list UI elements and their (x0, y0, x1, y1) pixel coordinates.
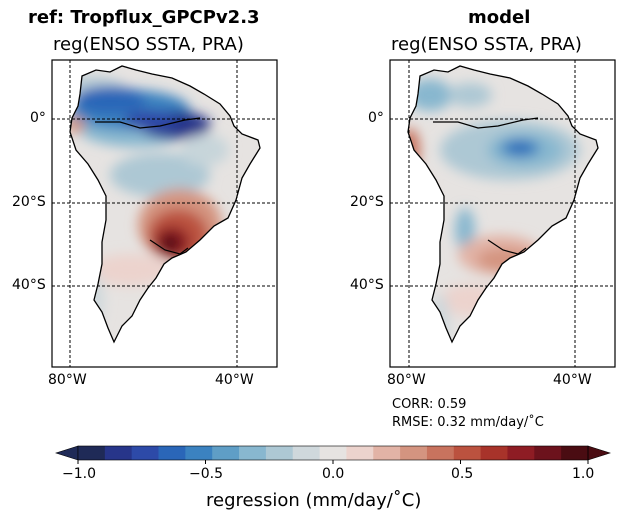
colorbar-bin (373, 446, 401, 460)
model-lon-tick-40w: 40°W (553, 372, 592, 388)
colorbar-bin (265, 446, 294, 460)
colorbar-bin (239, 446, 267, 460)
panel-ref-title: ref: Tropflux_GPCPv2.3 (28, 7, 260, 28)
colorbar-bin (185, 446, 213, 460)
colorbar-tick-m05: −0.5 (189, 466, 223, 482)
colorbar-bin (78, 446, 106, 460)
ref-lat-tick-0: 0° (30, 110, 46, 126)
colorbar-bin (561, 446, 589, 460)
colorbar-bin (426, 446, 455, 460)
colorbar-tick-00: 0.0 (322, 466, 345, 482)
colorbar-bin (400, 446, 428, 460)
colorbar-bin (104, 446, 133, 460)
colorbar-extend-low (55, 445, 79, 461)
map-ref-field (70, 66, 260, 342)
colorbar-bin (480, 446, 508, 460)
colorbar-extend-high (587, 445, 611, 461)
ref-lon-tick-80w: 80°W (48, 372, 87, 388)
ref-lat-tick-20s: 20°S (12, 194, 46, 210)
ref-lon-tick-40w: 40°W (215, 372, 254, 388)
colorbar-bin (534, 446, 562, 460)
colorbar-bin (319, 446, 347, 460)
map-ref (51, 59, 278, 368)
colorbar-bin (212, 446, 240, 460)
colorbar-bin (131, 446, 159, 460)
colorbar-bin (292, 446, 320, 460)
map-model (389, 59, 616, 368)
panel-ref-subtitle: reg(ENSO SSTA, PRA) (53, 34, 244, 55)
model-lat-tick-20s: 20°S (350, 194, 384, 210)
colorbar-bin (158, 446, 186, 460)
colorbar-bin (453, 446, 482, 460)
colorbar (55, 445, 611, 464)
model-lat-tick-40s: 40°S (350, 277, 384, 293)
map-model-field (408, 66, 598, 342)
model-lat-tick-0: 0° (368, 110, 384, 126)
panel-model-subtitle: reg(ENSO SSTA, PRA) (391, 34, 582, 55)
model-lon-tick-80w: 80°W (387, 372, 426, 388)
colorbar-tick-05: 0.5 (451, 466, 474, 482)
colorbar-tick-10: 1.0 (572, 466, 595, 482)
colorbar-tick-m10: −1.0 (62, 466, 96, 482)
model-stats: CORR: 0.59 RMSE: 0.32 mm/day/˚C (392, 396, 544, 432)
colorbar-label: regression (mm/day/˚C) (206, 490, 422, 511)
corr-text: CORR: 0.59 (392, 397, 467, 412)
rmse-text: RMSE: 0.32 mm/day/˚C (392, 415, 544, 430)
ref-lat-tick-40s: 40°S (12, 277, 46, 293)
panel-model-title: model (468, 7, 531, 28)
colorbar-bin (507, 446, 535, 460)
colorbar-bin (346, 446, 374, 460)
